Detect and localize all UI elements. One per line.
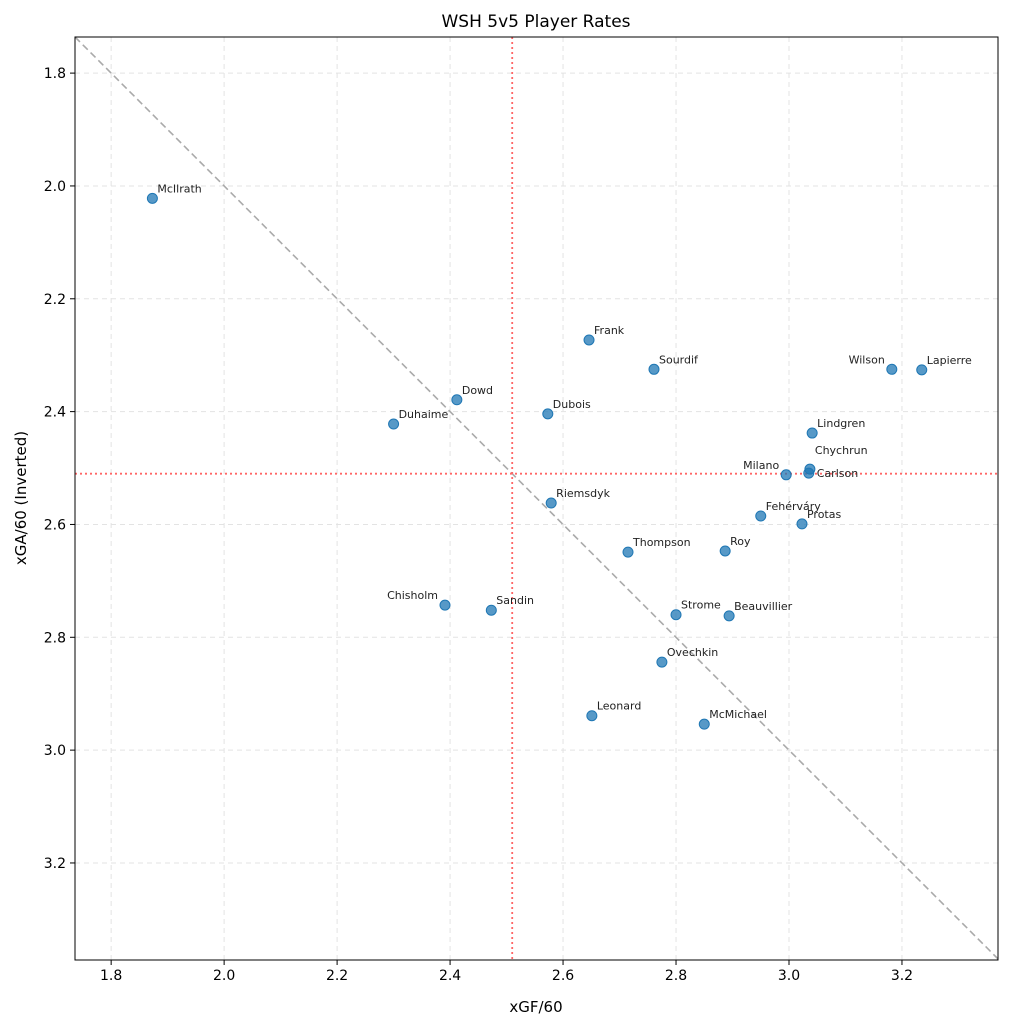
point-label: Thompson xyxy=(632,536,691,549)
point-label: Fehérváry xyxy=(766,500,822,513)
diagonal-reference-line xyxy=(74,36,999,960)
point-label: Duhaime xyxy=(399,408,449,421)
point-label: McIlrath xyxy=(157,182,201,195)
data-point xyxy=(886,363,898,375)
y-tick-label: 2.0 xyxy=(44,179,66,195)
data-point xyxy=(648,363,660,375)
point-label: Lindgren xyxy=(817,417,865,430)
y-axis-label: xGA/60 (Inverted) xyxy=(12,431,30,565)
point-label: Dowd xyxy=(462,384,493,397)
data-point xyxy=(583,334,595,346)
data-point xyxy=(542,408,554,420)
point-label: Beauvillier xyxy=(734,600,793,613)
point-label: Dubois xyxy=(553,398,591,411)
point-label: Carlson xyxy=(817,467,858,480)
x-tick-label: 2.0 xyxy=(213,968,235,984)
data-point xyxy=(916,364,928,376)
y-tick-label: 1.8 xyxy=(44,66,66,82)
x-tick-label: 2.6 xyxy=(552,968,574,984)
reference-lines xyxy=(74,36,999,960)
point-label: Roy xyxy=(730,535,751,548)
data-point xyxy=(806,427,818,439)
data-point xyxy=(451,394,463,406)
x-tick-label: 2.2 xyxy=(326,968,348,984)
data-point xyxy=(698,718,710,730)
point-label: Milano xyxy=(743,459,779,472)
points: McIlrath Frank Sourdif Wilson Lapierre Dowd Du… xyxy=(146,182,972,730)
grid xyxy=(75,37,998,960)
point-label: Wilson xyxy=(849,353,885,366)
data-point xyxy=(755,510,767,522)
y-tick-label: 3.2 xyxy=(44,856,66,872)
y-tick-label: 2.8 xyxy=(44,630,66,646)
data-point xyxy=(146,192,158,204)
point-label: McMichael xyxy=(709,708,767,721)
data-point xyxy=(622,546,634,558)
data-point xyxy=(388,418,400,430)
data-point xyxy=(439,599,451,611)
point-label: Riemsdyk xyxy=(556,487,610,500)
data-point xyxy=(656,656,668,668)
ticks: 1.8 2.0 2.2 2.4 2.6 2.8 3.0 3.2 1.8 2.0 2.2 2.4 2.6 2… xyxy=(44,66,913,984)
data-point xyxy=(670,609,682,621)
point-label: Strome xyxy=(681,599,721,612)
data-point xyxy=(803,467,815,479)
point-label: Chisholm xyxy=(387,589,438,602)
y-tick-label: 3.0 xyxy=(44,743,66,759)
data-point xyxy=(719,545,731,557)
data-point xyxy=(545,497,557,509)
point-label: Ovechkin xyxy=(667,646,718,659)
point-label: Sandin xyxy=(496,594,534,607)
y-tick-label: 2.4 xyxy=(44,405,66,421)
data-point xyxy=(780,469,792,481)
data-point xyxy=(586,710,598,722)
data-point xyxy=(485,604,497,616)
data-point xyxy=(796,518,808,530)
y-tick-label: 2.2 xyxy=(44,292,66,308)
chart-title: WSH 5v5 Player Rates xyxy=(441,12,630,32)
point-label: Leonard xyxy=(597,700,641,713)
point-label: Frank xyxy=(594,324,625,337)
data-point xyxy=(723,610,735,622)
x-tick-label: 3.2 xyxy=(891,968,913,984)
x-tick-label: 2.4 xyxy=(439,968,461,984)
point-label: Chychrun xyxy=(815,444,868,457)
x-tick-label: 3.0 xyxy=(778,968,800,984)
x-tick-label: 1.8 xyxy=(100,968,122,984)
y-tick-label: 2.6 xyxy=(44,517,66,533)
point-label: Protas xyxy=(807,508,842,521)
point-label: Lapierre xyxy=(927,354,972,367)
x-tick-label: 2.8 xyxy=(665,968,687,984)
point-label: Sourdif xyxy=(659,353,699,366)
plot-frame xyxy=(74,36,999,961)
x-axis-label: xGF/60 xyxy=(509,998,562,1016)
